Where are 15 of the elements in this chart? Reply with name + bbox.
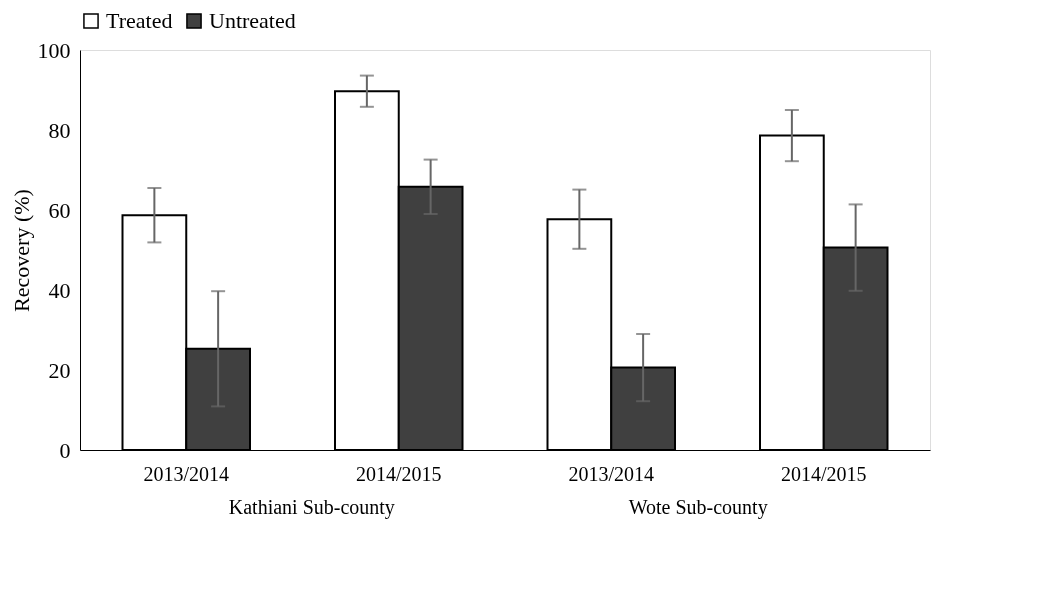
y-tick-label: 100 (37, 37, 71, 63)
y-tick-label: 40 (48, 277, 71, 303)
y-axis-title: Recovery (%) (8, 189, 34, 312)
y-tick-label: 0 (59, 437, 71, 463)
x-tick-label: 2014/2015 (780, 462, 867, 485)
text: Kathiani Sub-county (228, 496, 395, 519)
y-tick-label: 20 (48, 357, 71, 383)
x-tick-label: 2014/2015 (355, 462, 442, 485)
x-tick-label: 2013/2014 (143, 462, 230, 485)
y-tick-label: 60 (48, 197, 71, 223)
legend-label: Treated (106, 8, 173, 33)
text: Wote Sub-county (628, 496, 768, 519)
legend-label: Untreated (209, 8, 296, 33)
y-tick-label: 80 (48, 117, 71, 143)
x-tick-label: 2013/2014 (568, 462, 655, 485)
